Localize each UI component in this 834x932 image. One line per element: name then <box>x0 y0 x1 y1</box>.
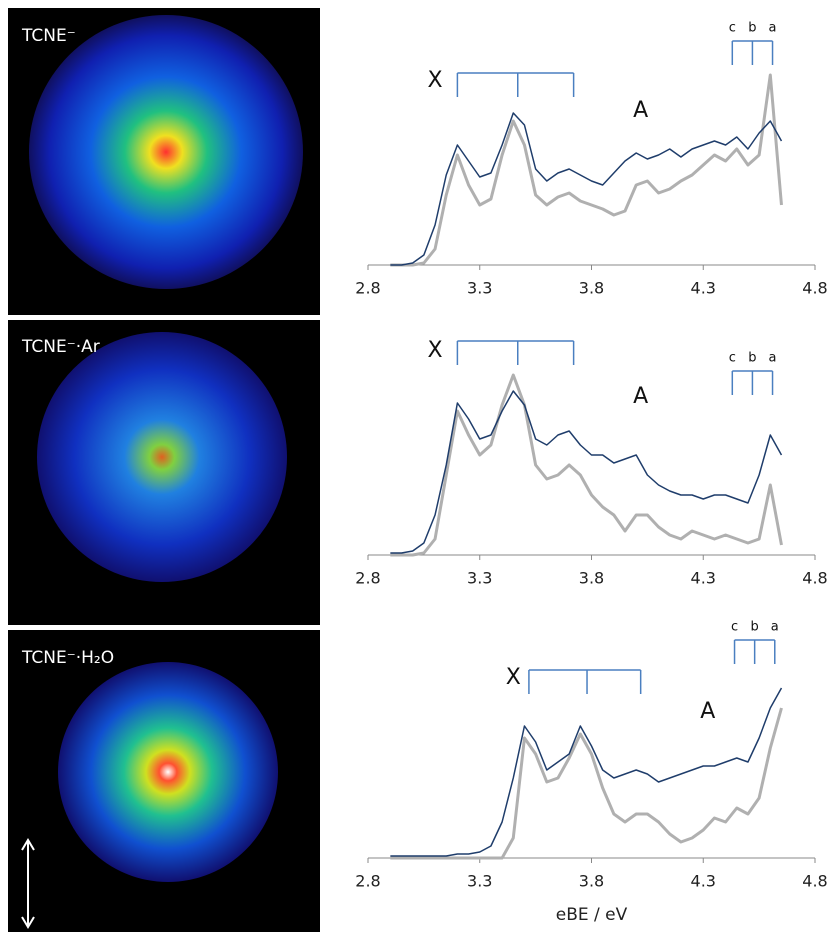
image-blob <box>29 15 303 289</box>
comb-label: c <box>731 620 738 635</box>
annotation: X <box>428 68 443 93</box>
x-tick-label: 4.8 <box>802 872 827 891</box>
annotation: X <box>506 665 521 690</box>
image-label: TCNE⁻·H₂O <box>21 648 114 668</box>
x-tick-label: 4.8 <box>802 279 827 298</box>
annotation: X <box>428 338 443 363</box>
comb-label: a <box>769 21 777 36</box>
x-tick-label: 2.8 <box>355 872 380 891</box>
x-tick-label: 3.3 <box>467 279 492 298</box>
x-tick-label: 4.3 <box>691 569 716 588</box>
image-label: TCNE⁻ <box>21 26 76 46</box>
x-tick-label: 3.8 <box>579 872 604 891</box>
comb-label: b <box>751 620 759 635</box>
x-tick-label: 3.3 <box>467 569 492 588</box>
comb-label: a <box>769 351 777 366</box>
comb-label: b <box>748 351 756 366</box>
x-tick-label: 3.3 <box>467 872 492 891</box>
annotation: A <box>633 384 648 409</box>
annotation: A <box>700 699 715 724</box>
comb-label: c <box>729 21 736 36</box>
image-blob <box>37 332 287 582</box>
series-line <box>390 73 783 267</box>
image-blob <box>58 662 278 882</box>
comb-label: a <box>771 620 779 635</box>
series-line <box>390 687 783 857</box>
x-tick-label: 2.8 <box>355 569 380 588</box>
x-tick-label: 3.8 <box>579 569 604 588</box>
x-tick-label: 4.3 <box>691 279 716 298</box>
polarization-arrow <box>21 838 35 929</box>
x-tick-label: 4.8 <box>802 569 827 588</box>
comb-label: c <box>729 351 736 366</box>
series-line <box>390 390 783 554</box>
x-tick-label: 2.8 <box>355 279 380 298</box>
series-line <box>390 112 783 266</box>
x-tick-label: 3.8 <box>579 279 604 298</box>
image-label: TCNE⁻·Ar <box>21 337 100 357</box>
series-line <box>390 707 783 860</box>
comb-label: b <box>748 21 756 36</box>
annotation: A <box>633 98 648 123</box>
x-tick-label: 4.3 <box>691 872 716 891</box>
series-line <box>390 373 783 557</box>
x-axis-label: eBE / eV <box>556 905 628 925</box>
